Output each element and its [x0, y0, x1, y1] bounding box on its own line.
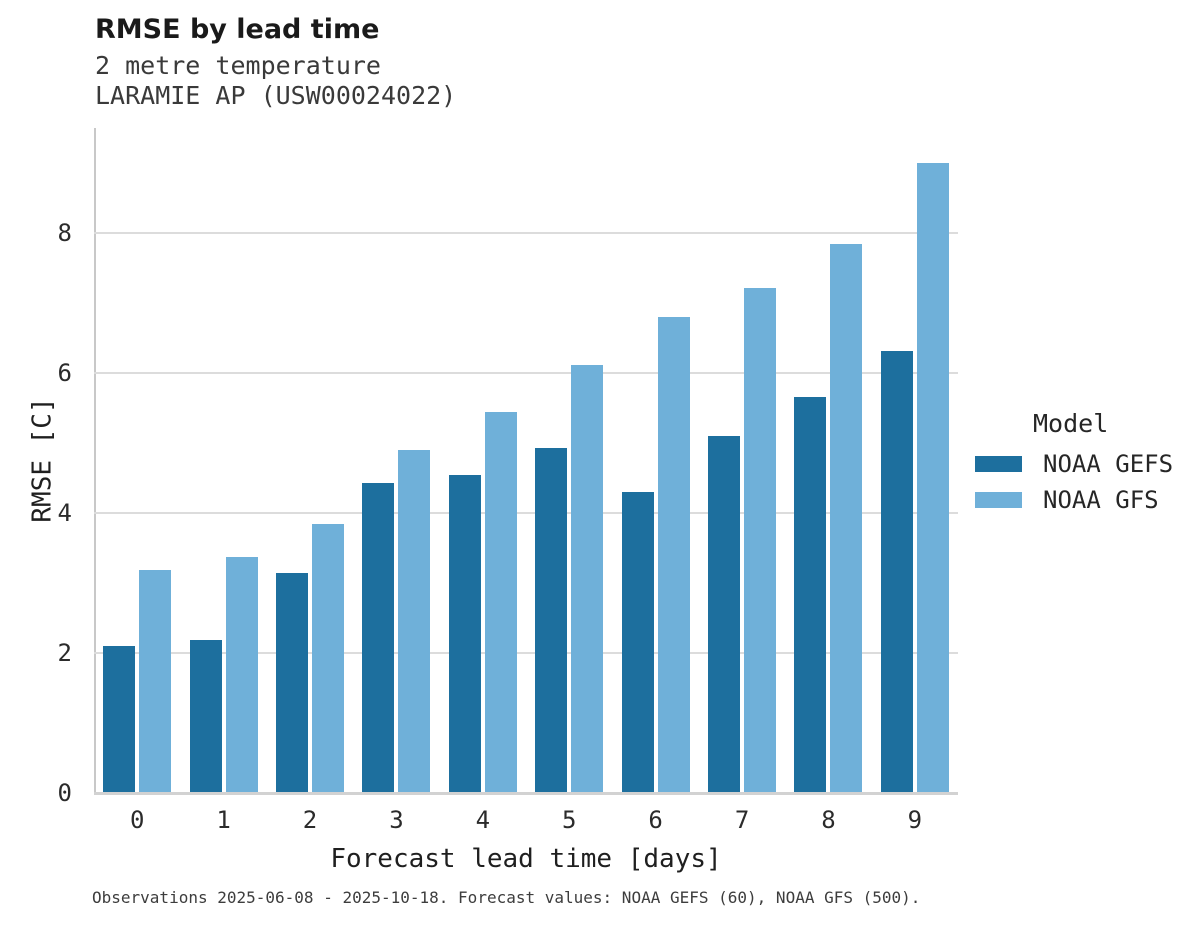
- bar-noaa-gfs: [312, 523, 345, 793]
- bar-noaa-gefs: [276, 573, 309, 793]
- x-axis-title: Forecast lead time [days]: [330, 844, 722, 874]
- x-tick-label: 9: [907, 806, 923, 834]
- y-axis-spine: [94, 128, 96, 793]
- x-tick-label: 7: [734, 806, 750, 834]
- bars-container: [94, 128, 958, 793]
- x-axis-line: [94, 792, 958, 795]
- bar-noaa-gfs: [139, 570, 172, 793]
- bar-noaa-gfs: [484, 411, 517, 793]
- x-tick-label: 2: [302, 806, 318, 834]
- legend: Model NOAA GEFS NOAA GFS: [975, 409, 1190, 514]
- bar-noaa-gefs: [535, 447, 568, 793]
- bar-group: [612, 128, 698, 793]
- bar-noaa-gfs: [398, 450, 431, 793]
- legend-swatch: [975, 455, 1022, 472]
- bar-noaa-gfs: [744, 288, 777, 793]
- legend-items: NOAA GEFS NOAA GFS: [975, 449, 1190, 514]
- bar-group: [94, 128, 180, 793]
- y-tick-label: 6: [57, 359, 72, 387]
- bar-group: [440, 128, 526, 793]
- legend-label: NOAA GFS: [1043, 485, 1159, 514]
- bar-noaa-gefs: [621, 492, 654, 793]
- x-tick-label: 4: [475, 806, 491, 834]
- bar-group: [180, 128, 266, 793]
- bar-noaa-gefs: [794, 396, 827, 793]
- plot-area: 0 2 4 6 8: [58, 128, 958, 805]
- x-tick-label: 5: [562, 806, 577, 834]
- x-tick-label: 1: [216, 806, 231, 834]
- y-gridline: [94, 372, 958, 375]
- bar-noaa-gefs: [103, 646, 136, 793]
- legend-item: NOAA GFS: [975, 485, 1190, 514]
- chart-subtitle-line-1: 2 metre temperature: [95, 51, 381, 81]
- title-block: RMSE by lead time 2 metre temperature LA…: [95, 14, 456, 110]
- legend-item: NOAA GEFS: [975, 449, 1190, 478]
- y-tick-label: 8: [57, 219, 72, 247]
- bar-group: [699, 128, 785, 793]
- bar-noaa-gfs: [830, 244, 863, 793]
- y-tick-label: 0: [57, 779, 72, 807]
- bar-noaa-gfs: [657, 317, 690, 793]
- x-tick-label: 3: [389, 806, 404, 834]
- bar-noaa-gefs: [448, 474, 481, 793]
- chart-subtitle-line-2: LARAMIE AP (USW00024022): [95, 80, 457, 110]
- legend-label: NOAA GEFS: [1043, 449, 1174, 478]
- bar-noaa-gefs: [189, 640, 222, 793]
- bar-noaa-gfs: [916, 163, 949, 793]
- bar-group: [872, 128, 958, 793]
- bar-group: [526, 128, 612, 793]
- y-tick-label: 2: [57, 639, 72, 667]
- y-tick-label: 4: [57, 499, 72, 527]
- x-tick-label: 0: [129, 806, 145, 834]
- y-gridline: [94, 652, 958, 654]
- x-tick-label: 8: [821, 806, 836, 834]
- bar-noaa-gefs: [362, 482, 395, 793]
- bar-group: [353, 128, 439, 793]
- x-tick-label: 6: [648, 806, 663, 834]
- x-tick-labels: 0 1 2 3 4 5 6 7 8 9: [94, 808, 958, 832]
- bar-noaa-gefs: [880, 351, 913, 793]
- caption: Observations 2025-06-08 - 2025-10-18. Fo…: [92, 888, 921, 907]
- bar-noaa-gefs: [708, 436, 741, 793]
- legend-title: Model: [1033, 409, 1109, 438]
- legend-swatch: [975, 491, 1022, 508]
- bar-noaa-gfs: [225, 557, 258, 793]
- y-axis-title: RMSE [C]: [27, 397, 58, 523]
- y-gridline: [94, 512, 958, 514]
- bar-group: [267, 128, 353, 793]
- chart-title: RMSE by lead time: [95, 14, 380, 45]
- bar-noaa-gfs: [571, 365, 604, 793]
- bar-group: [785, 128, 871, 793]
- y-gridline: [94, 232, 958, 234]
